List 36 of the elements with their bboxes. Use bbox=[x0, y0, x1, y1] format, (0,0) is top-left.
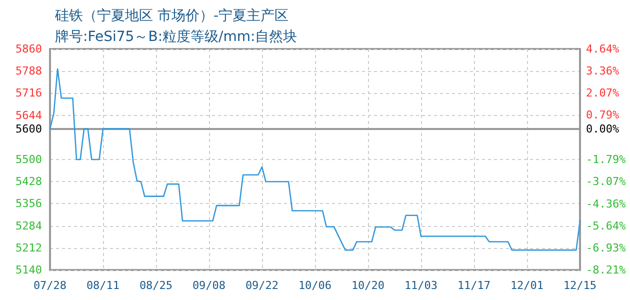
y2-tick-label: -8.21% bbox=[586, 264, 626, 276]
y-tick-label: 5600 bbox=[16, 122, 42, 136]
x-tick-label: 08/11 bbox=[86, 279, 120, 292]
y-tick-label: 5212 bbox=[16, 241, 42, 254]
y-tick-label: 5140 bbox=[16, 264, 42, 276]
y2-tick-label: -6.93% bbox=[586, 241, 626, 254]
y-tick-label: 5644 bbox=[16, 108, 42, 122]
y2-tick-label: 4.64% bbox=[586, 42, 620, 56]
y-tick-label: 5356 bbox=[16, 197, 42, 210]
y2-tick-label: 0.79% bbox=[586, 108, 620, 122]
x-tick-label: 09/22 bbox=[245, 279, 279, 292]
y-tick-label: 5860 bbox=[16, 42, 42, 56]
x-tick-label: 09/08 bbox=[192, 279, 226, 292]
y-tick-label: 5716 bbox=[16, 86, 42, 100]
y-tick-label: 5284 bbox=[16, 219, 42, 232]
y-tick-label: 5428 bbox=[16, 175, 42, 188]
y2-tick-label: -5.64% bbox=[586, 219, 626, 232]
x-tick-label: 11/17 bbox=[457, 279, 491, 292]
x-tick-label: 12/15 bbox=[563, 279, 597, 292]
x-tick-label: 10/06 bbox=[298, 279, 332, 292]
y-tick-label: 5500 bbox=[16, 153, 42, 166]
line-series bbox=[49, 68, 581, 251]
x-tick-label: 08/25 bbox=[139, 279, 173, 292]
x-tick-label: 12/01 bbox=[510, 279, 544, 292]
x-tick-label: 10/20 bbox=[351, 279, 385, 292]
x-tick-label: 07/28 bbox=[33, 279, 67, 292]
y2-tick-label: -4.36% bbox=[586, 197, 626, 210]
y2-tick-label: -1.79% bbox=[586, 153, 626, 166]
y2-tick-label: -3.07% bbox=[586, 175, 626, 188]
chart-subtitle: 牌号:FeSi75～B:粒度等级/mm:自然块 bbox=[55, 29, 298, 45]
y2-tick-label: 3.36% bbox=[586, 64, 620, 78]
y-tick-label: 5788 bbox=[16, 64, 42, 78]
y2-tick-label: 0.00% bbox=[586, 122, 620, 136]
y2-tick-label: 2.07% bbox=[586, 86, 620, 100]
chart-title: 硅铁（宁夏地区 市场价）-宁夏主产区 bbox=[54, 8, 289, 24]
x-tick-label: 11/03 bbox=[404, 279, 438, 292]
